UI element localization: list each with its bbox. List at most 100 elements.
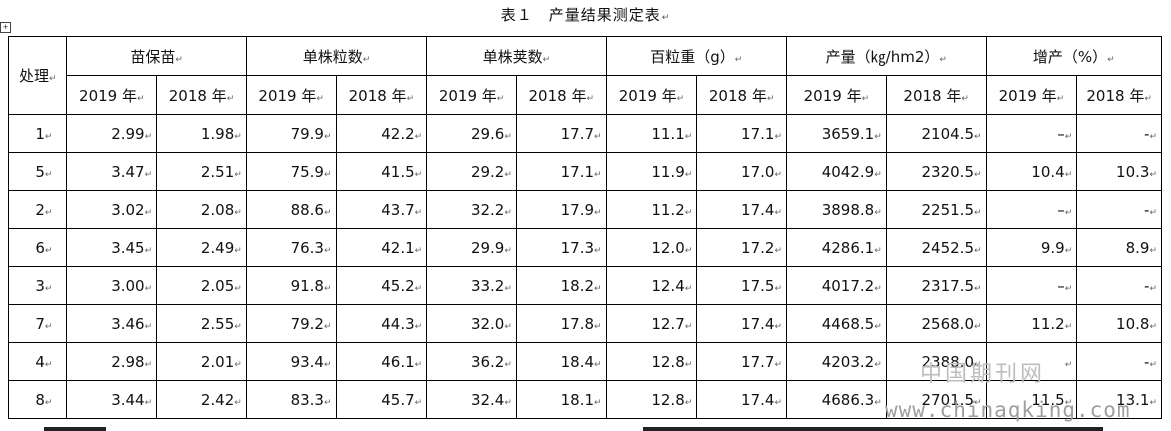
table-row: 7↵ 3.46↵ 2.55↵ 79.2↵ 44.3↵ 32.0↵ 17.8↵ 12.7↵ 17.… [7,304,1162,343]
table-body: 1↵ 2.99↵ 1.98↵ 79.9↵ 42.2↵ 29.6↵ 17.7↵ 11.1↵ 17.… [7,114,1162,419]
value-cell: 17.1↵ [696,114,787,153]
value-cell: 3898.8↵ [786,190,887,229]
value-cell: 17.8↵ [515,304,607,343]
value-cell: 3.02↵ [66,190,158,229]
value-cell: 12.8↵ [605,342,698,381]
table-anchor-icon[interactable]: + [0,22,11,33]
watermark-text: 中国期刊网 [920,362,1046,387]
header-year: 2018 年↵ [696,75,787,115]
treatment-cell: 4↵ [7,342,68,381]
value-cell: 4017.2↵ [786,266,887,305]
header-year: 2018 年↵ [885,75,987,115]
value-cell: 3.00↵ [66,266,158,305]
table-row: 6↵ 3.45↵ 2.49↵ 76.3↵ 42.1↵ 29.9↵ 17.3↵ 12.0↵ 17.… [7,228,1162,267]
value-cell: 10.3↵ [1076,152,1162,191]
value-cell: -↵ [1076,342,1162,381]
header-row-years: 2019 年↵ 2018 年↵ 2019 年↵ 2018 年↵ 2019 年↵ … [9,75,1162,115]
value-cell: 12.7↵ [605,304,698,343]
value-cell: 42.2↵ [335,114,428,153]
header-year: 2019 年↵ [245,75,337,115]
treatment-cell: 2↵ [7,190,68,229]
value-cell: 2568.0↵ [885,304,987,343]
header-year: 2018 年↵ [1076,75,1162,115]
header-group: 单株粒数↵ [245,36,428,76]
value-cell: 17.5↵ [696,266,787,305]
value-cell: 17.4↵ [696,304,787,343]
value-cell: 32.0↵ [426,304,517,343]
value-cell: 76.3↵ [245,228,337,267]
value-cell: 93.4↵ [245,342,337,381]
value-cell: 2.49↵ [156,228,247,267]
treatment-cell: 6↵ [7,228,68,267]
value-cell: 18.2↵ [515,266,607,305]
value-cell: 4468.5↵ [786,304,887,343]
value-cell: 75.9↵ [245,152,337,191]
treatment-cell: 3↵ [7,266,68,305]
value-cell: 17.7↵ [515,114,607,153]
value-cell: 91.8↵ [245,266,337,305]
value-cell: 2452.5↵ [885,228,987,267]
value-cell: 2.51↵ [156,152,247,191]
value-cell: 8.9↵ [1076,228,1162,267]
value-cell: 32.4↵ [426,380,517,419]
value-cell: 18.1↵ [515,380,607,419]
value-cell: 17.1↵ [515,152,607,191]
value-cell: 79.9↵ [245,114,337,153]
table-row: 5↵ 3.47↵ 2.51↵ 75.9↵ 41.5↵ 29.2↵ 17.1↵ 11.9↵ 17.… [7,152,1162,191]
value-cell: 17.3↵ [515,228,607,267]
value-cell: 42.1↵ [335,228,428,267]
value-cell: 2104.5↵ [885,114,987,153]
value-cell: 2251.5↵ [885,190,987,229]
value-cell: -↵ [1076,266,1162,305]
value-cell: 2388.0↵ [885,342,987,381]
value-cell: 45.7↵ [335,380,428,419]
treatment-cell: 7↵ [7,304,68,343]
table-row: 2↵ 3.02↵ 2.08↵ 88.6↵ 43.7↵ 32.2↵ 17.9↵ 11.2↵ 17.… [7,190,1162,229]
header-year: 2019 年↵ [605,75,698,115]
header-year: 2019 年↵ [786,75,887,115]
page-border-segment [44,427,106,431]
value-cell: 88.6↵ [245,190,337,229]
value-cell: 12.0↵ [605,228,698,267]
header-year: 2018 年↵ [515,75,607,115]
value-cell: 3.44↵ [66,380,158,419]
header-group: 单株荚数↵ [426,36,607,76]
value-cell: 9.9↵ [985,228,1078,267]
header-year: 2019 年↵ [426,75,517,115]
value-cell: 11.2↵ [605,190,698,229]
value-cell: 10.8↵ [1076,304,1162,343]
value-cell: 11.9↵ [605,152,698,191]
value-cell: 3.47↵ [66,152,158,191]
value-cell: 12.4↵ [605,266,698,305]
header-year: 2019 年↵ [66,75,158,115]
value-cell: 2.01↵ [156,342,247,381]
value-cell: 44.3↵ [335,304,428,343]
watermark-url: www.chinaqking.com [885,398,1131,422]
value-cell: 10.4↵ [985,152,1078,191]
table-row: 1↵ 2.99↵ 1.98↵ 79.9↵ 42.2↵ 29.6↵ 17.7↵ 11.1↵ 17.… [7,114,1162,153]
value-cell: 46.1↵ [335,342,428,381]
value-cell: 43.7↵ [335,190,428,229]
page-border-segment [643,427,1103,431]
table-row: 8↵ 3.44↵ 2.42↵ 83.3↵ 45.7↵ 32.4↵ 18.1↵ 12.8↵ 17.… [7,380,1162,419]
value-cell: 3659.1↵ [786,114,887,153]
value-cell: –↵ [985,190,1078,229]
value-cell: 2317.5↵ [885,266,987,305]
header-rowlabel: 处理↵ [7,36,68,115]
header-group: 产量（㎏/hm2）↵ [786,36,987,76]
value-cell: 4203.2↵ [786,342,887,381]
value-cell: 79.2↵ [245,304,337,343]
treatment-cell: 5↵ [7,152,68,191]
value-cell: 17.7↵ [696,342,787,381]
value-cell: 12.8↵ [605,380,698,419]
value-cell: 41.5↵ [335,152,428,191]
value-cell: –↵ [985,114,1078,153]
table-row: 3↵ 3.00↵ 2.05↵ 91.8↵ 45.2↵ 33.2↵ 18.2↵ 12.4↵ 17.… [7,266,1162,305]
value-cell: 4686.3↵ [786,380,887,419]
value-cell: 29.2↵ [426,152,517,191]
value-cell: 11.1↵ [605,114,698,153]
treatment-cell: 1↵ [7,114,68,153]
value-cell: 33.2↵ [426,266,517,305]
header-year: 2018 年↵ [335,75,428,115]
value-cell: 2.98↵ [66,342,158,381]
